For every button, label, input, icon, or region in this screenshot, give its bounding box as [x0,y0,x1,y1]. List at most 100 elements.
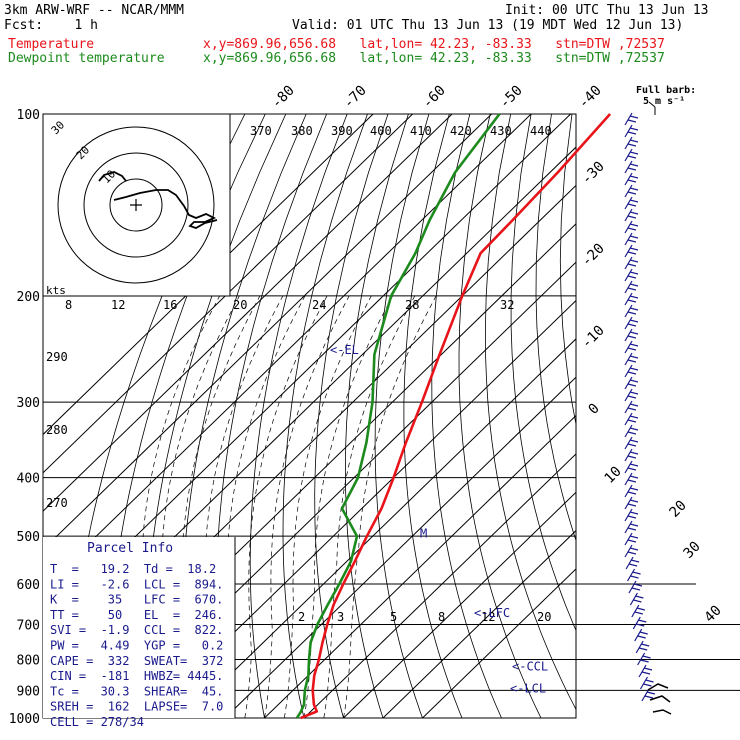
wind-barb-icon [624,520,639,534]
pressure-label-500: 500 [17,530,40,545]
parcel-info-line: LI = -2.6 LCL = 894. [50,577,223,591]
isotherm-line [43,114,532,589]
temperature-label--50: -50 [497,83,526,112]
speed-axis-labels: 8 12 16 20 24 28 32 [65,298,514,312]
speed-tick-8: 8 [65,298,72,312]
wind-barb-icon [624,184,639,198]
parcel-info-line: CIN = -181 HWBZ= 4445. [50,669,223,683]
wind-barb-icon [624,244,639,258]
level-markers: <-EL M <-LFC <-CCL <-LCL [330,343,548,695]
parcel-info-line: PW = 4.49 YGP = 0.2 [50,639,223,653]
temperature-label-10: 10 [602,464,625,487]
wind-barb-icon [627,568,641,582]
dry-adiabat-line [630,114,740,718]
theta-e-label-370: 370 [250,124,272,138]
wind-barb-icon [639,676,654,690]
hodograph: 30 20 10 kts [42,113,231,297]
dry-adiabat-line [314,114,389,718]
theta-e-label-420: 420 [450,124,472,138]
dry-adiabat-line [249,114,348,718]
moist-adiabat-line [224,295,306,718]
wind-barb-icon [624,460,639,474]
wind-barb-icon [624,232,639,246]
wind-barb-icon [624,388,639,402]
wind-barb-icon [634,628,648,642]
parcel-info-line: SVI = -1.9 CCL = 822. [50,623,223,637]
wind-barbs [624,112,672,715]
speed-tick-32: 32 [500,298,514,312]
theta-e-label-440: 440 [530,124,552,138]
mixing-ratio-label-5: 5 [390,610,397,624]
wind-barb-icon [624,544,639,558]
theta-e-label-410: 410 [410,124,432,138]
wind-barb-icon [624,112,639,126]
parcel-info-line: TT = 50 EL = 246. [50,608,223,622]
speed-tick-20: 20 [233,298,247,312]
pressure-label-300: 300 [17,396,40,411]
dry-adiabat-line [652,114,740,718]
dry-adiabat-line [674,114,740,718]
wind-barb-icon [624,448,639,462]
level-marker: <-LCL [510,682,546,696]
theta-e-labels: 370 380 390 400 410 420 430 440 [250,124,552,138]
theta-label-290: 290 [46,350,68,364]
wind-barb-icon [637,652,651,666]
temperature-label-0: 0 [586,401,603,418]
moist-adiabat-line [283,295,372,718]
profiles [295,113,612,720]
mixing-ratio-label-3: 3 [337,610,344,624]
wind-barb-icon [624,496,639,510]
temperature-label--10: -10 [579,323,608,352]
isotherm-line [303,453,576,718]
wind-barb-icon [624,472,639,486]
moist-adiabat-line [244,295,328,718]
isotherm-line [382,529,576,718]
level-marker: <-LFC [474,606,510,620]
isotherm-line [43,114,492,551]
wind-barb-icon [638,664,653,678]
hodograph-origin [130,199,142,211]
wind-barb-icon [624,304,639,318]
theta-e-label-380: 380 [291,124,313,138]
dry-adiabat-line [559,114,576,427]
wind-barb-icon [632,616,647,630]
wind-barb-icon [624,376,639,390]
parcel-info-line: CELL = 278/34 [50,715,144,729]
level-marker: <-EL [330,343,359,357]
wind-barb-icon [624,436,639,450]
speed-tick-24: 24 [312,298,326,312]
pressure-label-600: 600 [17,578,40,593]
pressure-label-100: 100 [17,108,40,123]
moist-adiabat-line [343,295,437,718]
wind-barb-icon [624,160,639,174]
wind-barb-icon [624,124,639,138]
moist-adiabat-line [264,295,350,718]
wind-barb-icon [624,256,639,270]
barb-legend-value: 5 m s⁻¹ [643,96,685,107]
parcel-info-line: Tc = 30.3 SHEAR= 45. [50,684,223,698]
temperature-label--70: -70 [341,83,370,112]
dry-adiabat-line [431,114,502,718]
parcel-info-box: Parcel Info T = 19.2 Td = 18.2LI = -2.6 … [43,537,236,729]
level-marker: M [420,527,427,541]
isotherm-line [224,376,576,718]
wind-barb-icon [624,352,639,366]
mixing-ratio-labels: 2 3 5 8 12 20 [298,610,551,624]
mixing-ratio-label-8: 8 [438,610,445,624]
moist-adiabat-line [323,295,416,718]
dry-adiabat-line [715,114,740,718]
level-marker: <-CCL [512,660,548,674]
forecast-hour: Fcst: 1 h [4,18,98,33]
temperature-label--40: -40 [576,83,605,112]
pressure-label-900: 900 [17,684,40,699]
wind-barb-icon [624,208,639,222]
hodograph-ring-10 [109,178,163,232]
hodograph-units-label: kts [46,284,66,297]
wind-barb-icon [635,640,650,654]
wind-barb-icon [624,220,639,234]
mixing-ratio-label-20: 20 [537,610,551,624]
pressure-label-700: 700 [17,618,40,633]
init-time: Init: 00 UTC Thu 13 Jun 13 [505,3,709,18]
dewpoint-legend-info: x,y=869.96,656.68 lat,lon= 42.23, -83.33… [203,51,665,66]
